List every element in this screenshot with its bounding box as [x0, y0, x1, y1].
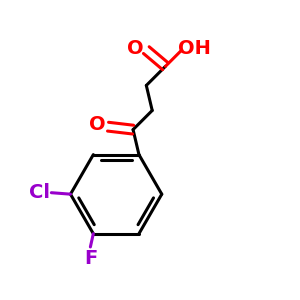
Text: OH: OH [178, 39, 211, 58]
Text: Cl: Cl [29, 183, 50, 202]
Text: O: O [127, 39, 143, 58]
Text: O: O [88, 115, 105, 134]
Text: F: F [84, 249, 97, 268]
